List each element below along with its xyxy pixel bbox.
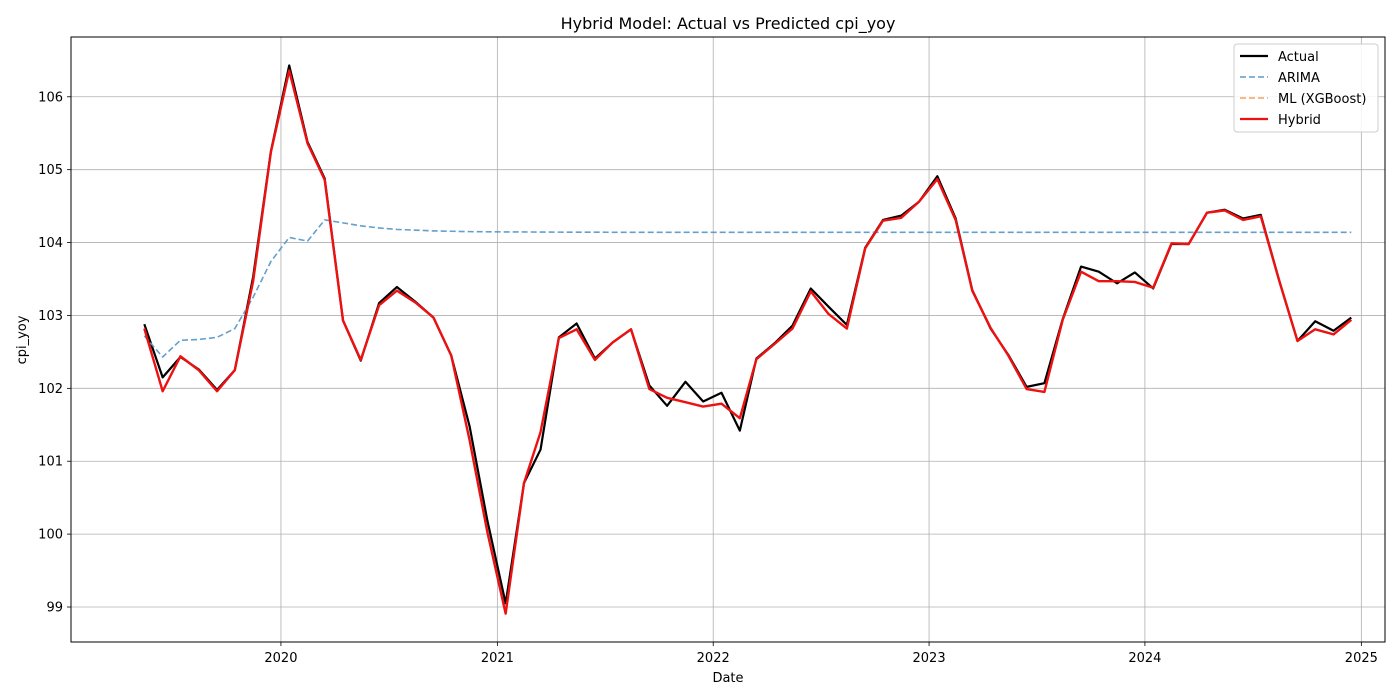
series-line-arima — [143, 219, 1352, 358]
legend-label: ML (XGBoost) — [1278, 92, 1366, 107]
chart-title: Hybrid Model: Actual vs Predicted cpi_yo… — [561, 14, 896, 34]
y-tick-label: 100 — [38, 528, 63, 543]
plot-area-frame — [70, 36, 1386, 643]
legend-label: Hybrid — [1278, 113, 1321, 128]
legend-label: ARIMA — [1278, 71, 1320, 86]
x-tick-label: 2021 — [481, 651, 514, 666]
legend: Actual ARIMA ML (XGBoost) Hybrid — [1233, 43, 1379, 133]
y-tick-label: 106 — [38, 90, 63, 105]
x-tick-label: 2020 — [264, 651, 297, 666]
y-tick-label: 104 — [38, 236, 63, 251]
y-tick-label: 103 — [38, 309, 63, 324]
legend-label: Actual — [1278, 50, 1319, 65]
y-tick-label: 102 — [38, 382, 63, 397]
series-line-actual — [143, 64, 1352, 605]
y-axis-title: cpi_yoy — [15, 315, 30, 364]
x-axis-title: Date — [712, 671, 743, 686]
y-tick-label: 99 — [46, 601, 63, 616]
axis-ticks: 2020 2021 2022 2023 2024 2025 99 100 101 102 103 10… — [38, 90, 1378, 666]
series-line-ml-xgboost — [143, 69, 1352, 615]
x-tick-label: 2023 — [913, 651, 946, 666]
series-layer — [143, 64, 1353, 615]
grid-lines — [71, 37, 1385, 642]
x-tick-label: 2022 — [697, 651, 730, 666]
series-line-hybrid — [143, 69, 1353, 615]
y-tick-label: 105 — [38, 163, 63, 178]
x-tick-label: 2024 — [1128, 651, 1161, 666]
y-tick-label: 101 — [38, 455, 63, 470]
legend-box — [1233, 43, 1379, 133]
x-tick-label: 2025 — [1345, 651, 1378, 666]
